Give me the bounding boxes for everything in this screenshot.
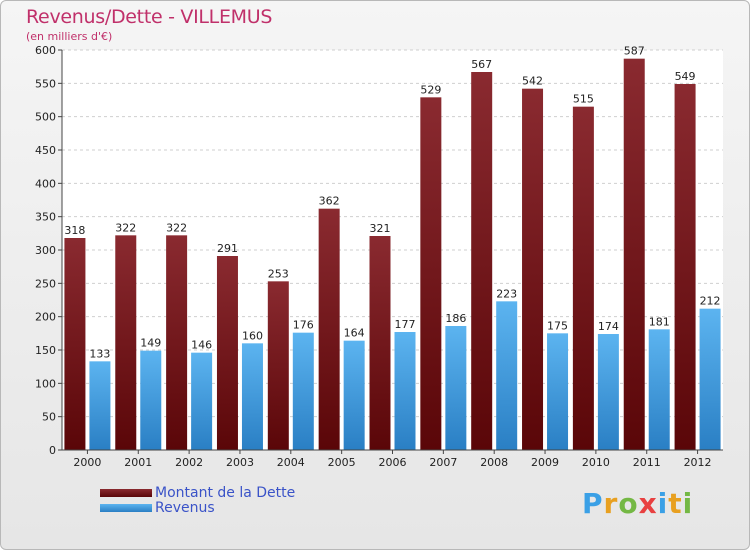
y-tick-label: 50 <box>42 411 56 424</box>
data-label-debt: 322 <box>166 221 187 234</box>
data-label-debt: 362 <box>319 195 340 208</box>
bar-revenue <box>445 326 467 450</box>
bar-debt <box>572 106 594 451</box>
logo-letter: i <box>682 487 694 520</box>
y-tick-label: 600 <box>35 44 56 57</box>
y-tick-label: 400 <box>35 177 56 190</box>
data-label-debt: 515 <box>573 93 594 106</box>
axes: 0 50 100 150 200 250 300 350 400 450 500 550 600 2000… <box>35 44 723 469</box>
x-tick-label: 2000 <box>73 456 101 469</box>
logo-letter: o <box>618 487 639 520</box>
y-tick-label: 300 <box>35 244 56 257</box>
y-tick-label: 450 <box>35 144 56 157</box>
y-tick-label: 500 <box>35 111 56 124</box>
y-tick-label: 350 <box>35 211 56 224</box>
bar-revenue <box>394 332 416 450</box>
data-label-debt: 321 <box>370 222 391 235</box>
bar-revenue <box>89 361 111 450</box>
data-labels: 318 133 322 149 322 146 291 160 253 176 362 164 321 1… <box>64 45 720 361</box>
chart-title: Revenus/Dette - VILLEMUS <box>26 6 273 28</box>
data-label-debt: 567 <box>471 58 492 71</box>
bar-debt <box>369 236 391 450</box>
data-label-revenue: 176 <box>293 319 314 332</box>
x-tick-label: 2012 <box>684 456 712 469</box>
bar-revenue <box>547 333 569 450</box>
y-tick-label: 250 <box>35 277 56 290</box>
bar-debt <box>623 58 645 451</box>
bars <box>64 58 721 451</box>
data-label-revenue: 146 <box>191 339 212 352</box>
x-tick-label: 2002 <box>175 456 203 469</box>
data-label-debt: 529 <box>420 83 441 96</box>
data-label-revenue: 186 <box>445 312 466 325</box>
y-tick-label: 200 <box>35 311 56 324</box>
legend-label-debt: Montant de la Dette <box>155 485 296 501</box>
bar-revenue <box>699 308 721 450</box>
y-tick-label: 0 <box>49 444 56 457</box>
data-label-revenue: 177 <box>395 318 416 331</box>
bar-debt <box>64 238 86 450</box>
data-label-revenue: 181 <box>649 315 670 328</box>
x-tick-label: 2006 <box>379 456 407 469</box>
data-label-revenue: 175 <box>547 319 568 332</box>
x-tick-label: 2010 <box>582 456 610 469</box>
data-label-revenue: 133 <box>89 347 110 360</box>
data-label-revenue: 174 <box>598 320 619 333</box>
bar-revenue <box>496 301 518 450</box>
x-tick-label: 2005 <box>328 456 356 469</box>
bar-debt <box>115 235 137 450</box>
legend-label-revenue: Revenus <box>155 500 215 516</box>
bar-revenue <box>241 343 263 450</box>
data-label-debt: 318 <box>64 224 85 237</box>
chart-subtitle: (en milliers d'€) <box>26 30 113 43</box>
legend-swatch-debt <box>100 489 152 497</box>
y-tick-label: 100 <box>35 377 56 390</box>
data-label-revenue: 212 <box>700 295 721 308</box>
x-tick-label: 2007 <box>429 456 457 469</box>
bar-revenue <box>191 352 213 450</box>
bar-debt <box>267 281 289 450</box>
logo-letter: t <box>668 487 683 520</box>
logo-letter: r <box>603 487 619 520</box>
bar-revenue <box>648 329 670 450</box>
bar-revenue <box>140 350 162 450</box>
bar-debt <box>522 88 544 451</box>
y-tick-label: 550 <box>35 77 56 90</box>
data-label-revenue: 149 <box>140 337 161 350</box>
data-label-debt: 587 <box>624 45 645 58</box>
bar-debt <box>471 72 493 450</box>
x-tick-label: 2011 <box>633 456 661 469</box>
legend-swatch-revenue <box>100 504 152 512</box>
x-tick-label: 2008 <box>480 456 508 469</box>
proxiti-logo: Proxiti <box>582 487 693 520</box>
data-label-debt: 253 <box>268 267 289 280</box>
bar-debt <box>216 256 238 450</box>
data-label-debt: 549 <box>675 70 696 83</box>
bar-revenue <box>343 340 365 450</box>
bar-revenue <box>292 332 314 450</box>
logo-letter: i <box>657 487 669 520</box>
x-tick-label: 2001 <box>124 456 152 469</box>
bar-debt <box>166 235 188 450</box>
data-label-debt: 322 <box>115 221 136 234</box>
y-tick-label: 150 <box>35 344 56 357</box>
x-tick-label: 2003 <box>226 456 254 469</box>
logo-letter: P <box>582 487 604 520</box>
x-tick-label: 2004 <box>277 456 305 469</box>
bar-debt <box>318 208 340 450</box>
data-label-revenue: 223 <box>496 287 517 300</box>
logo-letter: x <box>638 487 658 520</box>
bar-debt <box>674 84 696 450</box>
x-tick-label: 2009 <box>531 456 559 469</box>
bar-revenue <box>597 334 619 450</box>
data-label-debt: 542 <box>522 75 543 88</box>
data-label-revenue: 164 <box>344 327 365 340</box>
data-label-revenue: 160 <box>242 329 263 342</box>
data-label-debt: 291 <box>217 242 238 255</box>
bar-debt <box>420 97 442 450</box>
